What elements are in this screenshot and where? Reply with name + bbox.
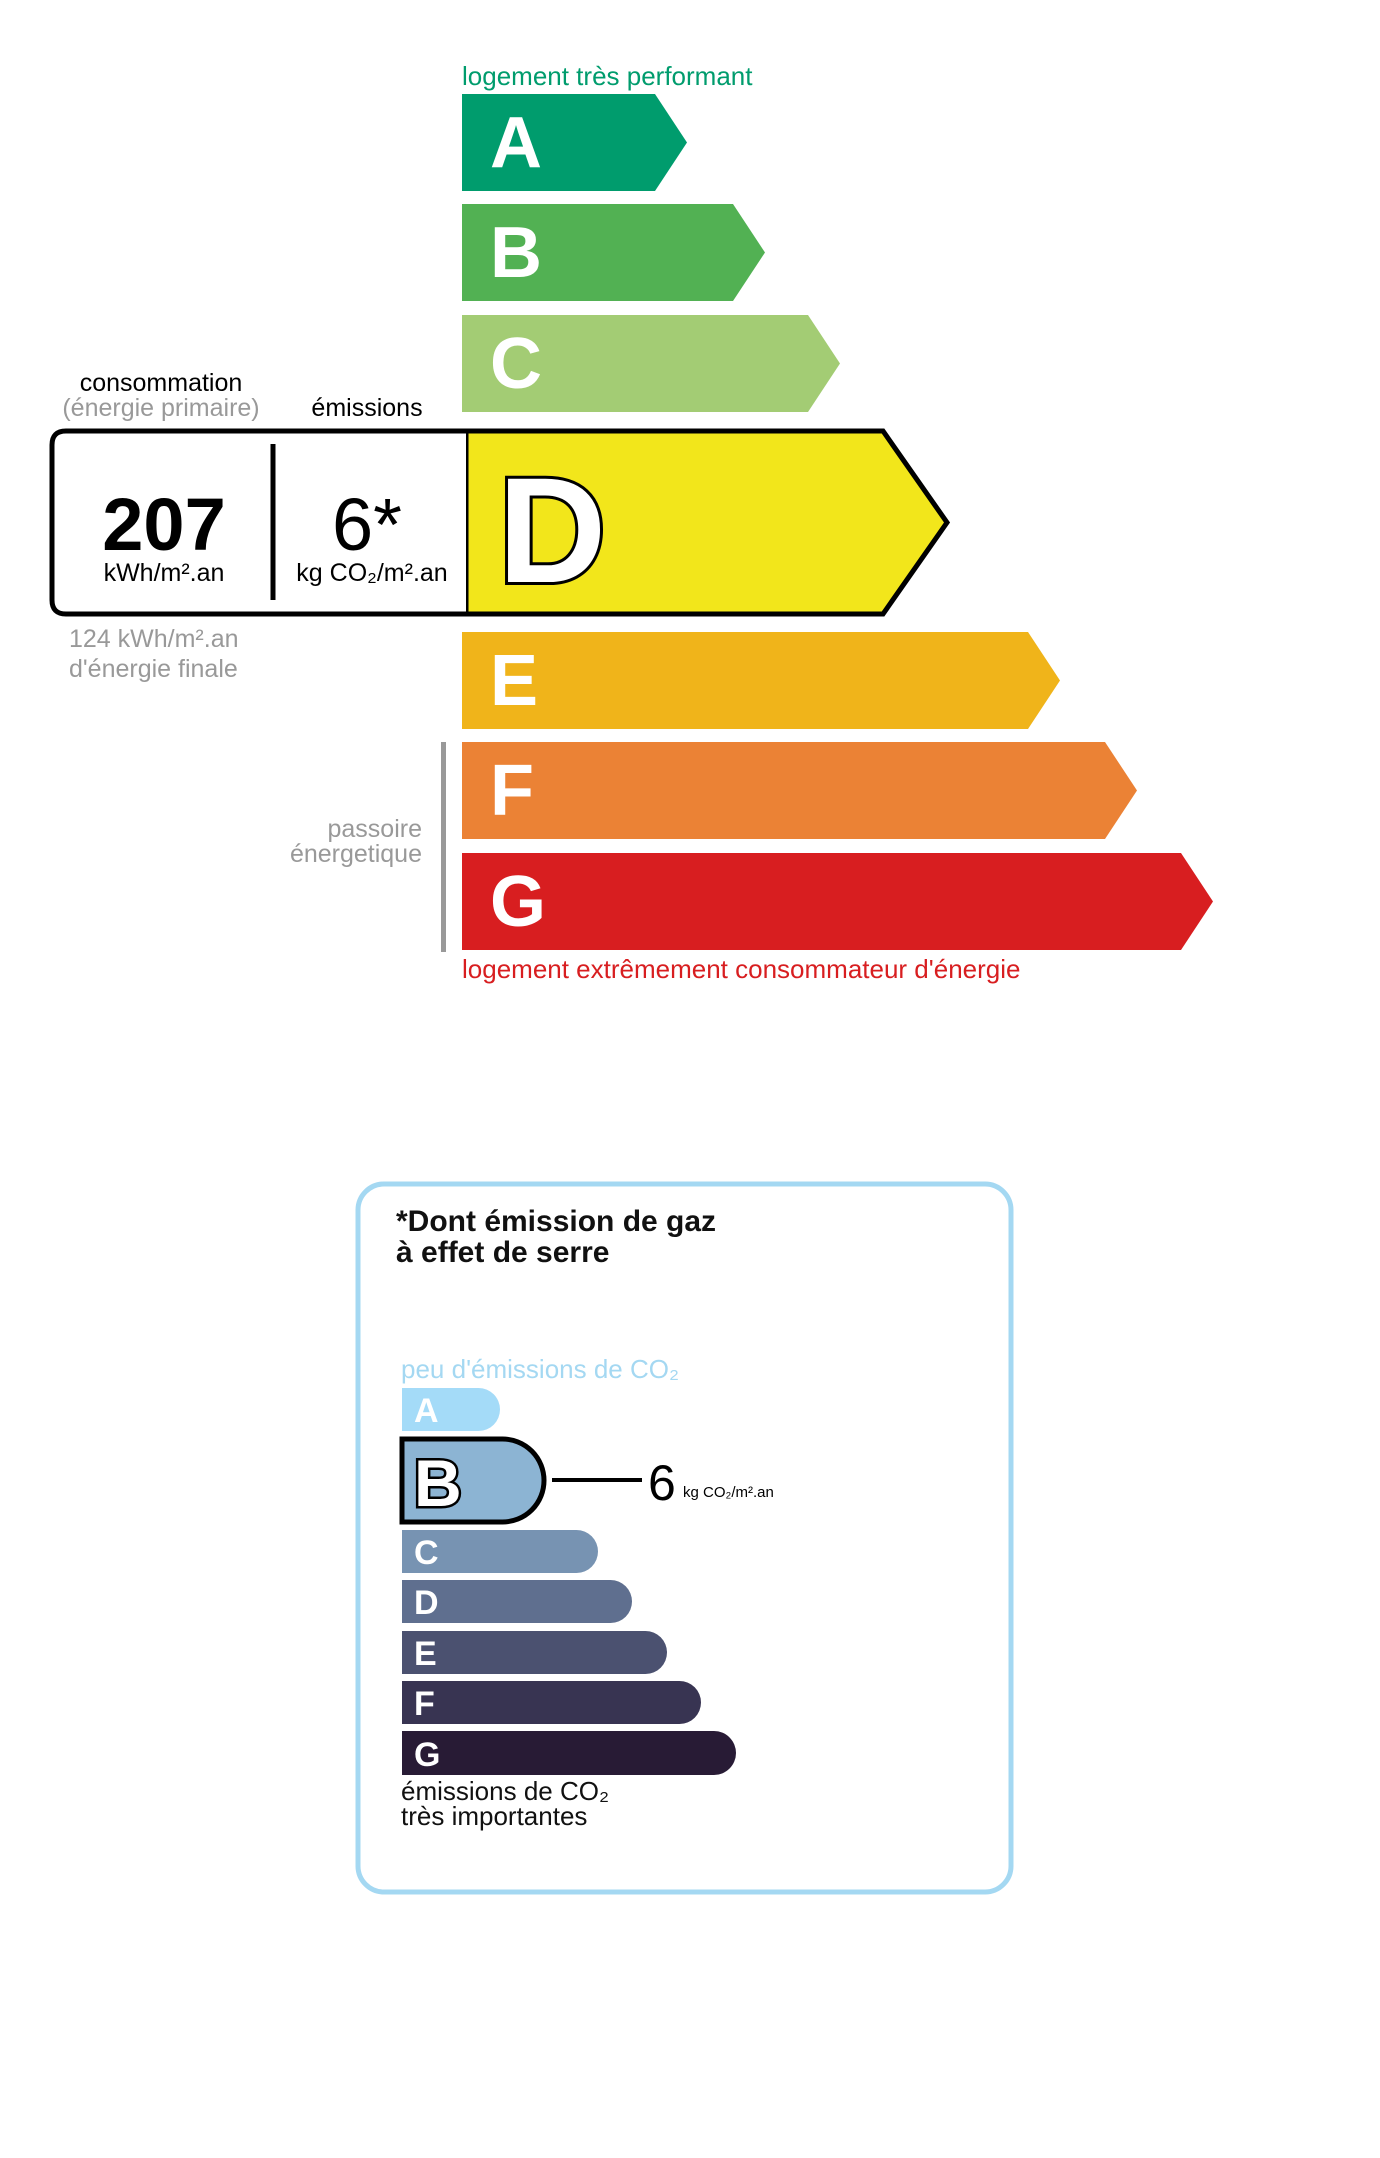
energy-bar-letter: F (490, 751, 534, 831)
passoire-line2: énergetique (290, 840, 422, 868)
ghg-class-c: C (402, 1530, 598, 1573)
ghg-bar-letter: D (414, 1584, 439, 1622)
consumption-subtitle: (énergie primaire) (62, 394, 259, 422)
energy-bar (462, 853, 1213, 950)
values-box (49, 428, 466, 617)
ghg-value: 6 (648, 1455, 676, 1511)
energy-bar (462, 742, 1137, 839)
consumption-unit: kWh/m².an (104, 559, 225, 587)
ghg-class-f: F (402, 1681, 701, 1724)
ghg-bar-letter: F (414, 1685, 435, 1723)
ghg-unit: kg CO₂/m².an (683, 1484, 774, 1501)
energy-bar-letter: A (490, 103, 542, 183)
ghg-bar (402, 1681, 701, 1724)
energy-top-label: logement très performant (462, 61, 753, 91)
passoire-line1: passoire (328, 815, 423, 843)
ghg-bar-letter: A (414, 1392, 439, 1430)
emissions-title: émissions (311, 394, 422, 422)
final-energy-line2: d'énergie finale (69, 655, 238, 683)
energy-bar (462, 94, 687, 191)
ghg-bar-current (399, 1436, 547, 1525)
ghg-bottom-label-line2: très importantes (401, 1801, 587, 1831)
energy-bottom-label: logement extrêmement consommateur d'éner… (462, 954, 1020, 984)
ghg-bar-letter: B (414, 1446, 462, 1520)
ghg-class-a: A (402, 1387, 500, 1431)
ghg-class-g: G (402, 1731, 736, 1775)
ghg-top-label: peu d'émissions de CO₂ (401, 1354, 679, 1384)
ghg-title-line2: à effet de serre (396, 1236, 609, 1269)
ghg-bar-letter: G (414, 1736, 440, 1774)
ghg-bar (402, 1631, 667, 1674)
ghg-bar (402, 1580, 632, 1623)
consumption-title: consommation (80, 369, 243, 397)
energy-bar-letter: C (490, 324, 542, 404)
ghg-class-b: B (399, 1436, 547, 1525)
energy-bar (462, 204, 765, 301)
energy-class-a: A (462, 94, 687, 191)
ghg-class-d: D (402, 1580, 632, 1623)
ghg-bar-letter: C (414, 1534, 439, 1572)
energy-class-e: E (462, 632, 1060, 729)
ghg-bar (402, 1731, 736, 1775)
consumption-value: 207 (102, 483, 225, 566)
energy-bar-letter: E (490, 641, 538, 721)
energy-bar (462, 632, 1060, 729)
energy-bar-letter: D (498, 446, 606, 614)
ghg-bar (402, 1530, 598, 1573)
energy-class-g: G (462, 853, 1213, 950)
energy-bar (462, 315, 840, 412)
emissions-value: 6* (332, 483, 402, 566)
energy-class-b: B (462, 204, 765, 301)
energy-class-c: C (462, 315, 840, 412)
ghg-bar-letter: E (414, 1635, 437, 1673)
energy-class-f: F (462, 742, 1137, 839)
ghg-bar (402, 1387, 500, 1431)
ghg-bottom-label-line1: émissions de CO₂ (401, 1776, 609, 1806)
energy-bar-letter: G (490, 862, 546, 942)
final-energy-line1: 124 kWh/m².an (69, 625, 239, 653)
emissions-unit: kg CO₂/m².an (296, 559, 447, 587)
ghg-title-line1: *Dont émission de gaz (396, 1205, 716, 1238)
energy-bar-letter: B (490, 213, 542, 293)
energy-class-d: D (463, 428, 951, 617)
ghg-class-e: E (402, 1631, 667, 1674)
passoire-bar (441, 742, 446, 952)
